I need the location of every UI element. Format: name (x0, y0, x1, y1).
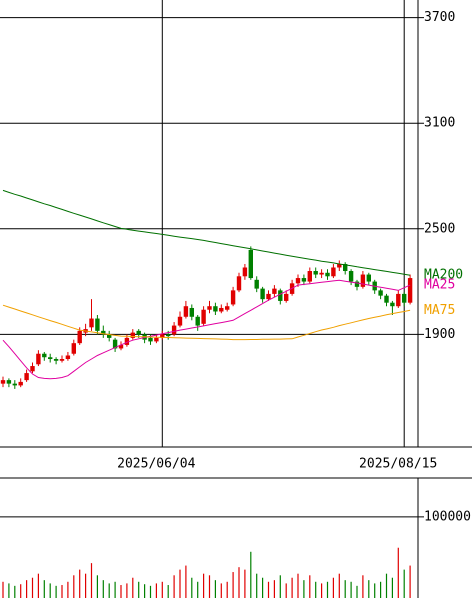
candle-body (148, 337, 153, 342)
candle-body (24, 373, 29, 381)
candle-body (384, 295, 389, 303)
candle-body (219, 307, 224, 312)
candle-body (48, 357, 53, 360)
candle-body (65, 355, 71, 360)
candle-body (77, 330, 82, 344)
candle-body (154, 337, 159, 342)
candle-body (124, 337, 130, 345)
candle-body (319, 272, 324, 275)
candle-body (207, 306, 212, 310)
ma-line (2, 279, 411, 380)
candle-body (295, 278, 301, 284)
candle-body (272, 288, 277, 294)
candle-body (71, 343, 76, 354)
candle-body (0, 380, 6, 384)
y-tick-label: 2500 (424, 221, 455, 236)
volume-tick-label: 100000 (424, 509, 471, 524)
candle-body (53, 359, 59, 361)
y-tick-label: 1900 (424, 327, 455, 342)
candle-body (136, 330, 141, 335)
candle-body (18, 381, 23, 386)
candle-body (230, 290, 236, 305)
candle-body (236, 276, 242, 291)
candle-body (12, 383, 17, 386)
candle-body (343, 263, 348, 272)
candle-body (36, 353, 41, 365)
candle-body (360, 274, 366, 287)
candle-body (59, 359, 65, 361)
candle-body (278, 290, 283, 301)
legend-label: MA25 (424, 278, 455, 293)
candle-body (248, 249, 253, 279)
candle-body (260, 288, 265, 300)
candle-body (107, 334, 112, 338)
candle-body (366, 274, 371, 282)
x-tick-label: 2025/06/04 (117, 457, 195, 472)
candle-body (6, 380, 12, 384)
candle-body (402, 293, 407, 303)
candle-body (42, 353, 47, 358)
candle-body (171, 325, 177, 335)
candle-body (130, 332, 135, 338)
candle-body (166, 334, 171, 337)
candle-body (213, 306, 218, 312)
y-tick-label: 3700 (424, 10, 455, 25)
candle-body (284, 293, 289, 301)
candle-body (337, 263, 342, 268)
candle-body (313, 271, 318, 275)
candle-body (195, 316, 200, 326)
candle-body (95, 318, 100, 331)
candle-body (396, 293, 401, 307)
candle-body (407, 278, 413, 303)
candle-body (101, 330, 106, 335)
ma-line (2, 189, 411, 276)
candle-body (354, 281, 360, 287)
candle-body (378, 290, 383, 296)
candle-body (160, 334, 165, 338)
candle-body (307, 271, 312, 282)
candle-body (325, 272, 330, 277)
candle-body (118, 344, 124, 349)
candle-body (89, 318, 94, 328)
candle-body (183, 306, 189, 317)
candle-body (331, 267, 336, 277)
candle-body (177, 316, 183, 326)
candle-body (242, 267, 248, 277)
candle-body (266, 293, 271, 300)
candle-body (30, 366, 35, 372)
candle-body (348, 271, 354, 282)
candle-body (225, 306, 230, 310)
legend-label: MA75 (424, 303, 455, 318)
candle-body (390, 302, 395, 307)
candle-body (201, 309, 206, 324)
candle-body (112, 339, 118, 349)
ma-line (2, 304, 411, 341)
candle-body (301, 278, 307, 282)
candle-body (254, 279, 259, 289)
legend-label: MA200 (424, 268, 463, 283)
y-tick-label: 3100 (424, 116, 455, 131)
x-tick-label: 2025/08/15 (359, 457, 437, 472)
candle-body (189, 307, 194, 317)
